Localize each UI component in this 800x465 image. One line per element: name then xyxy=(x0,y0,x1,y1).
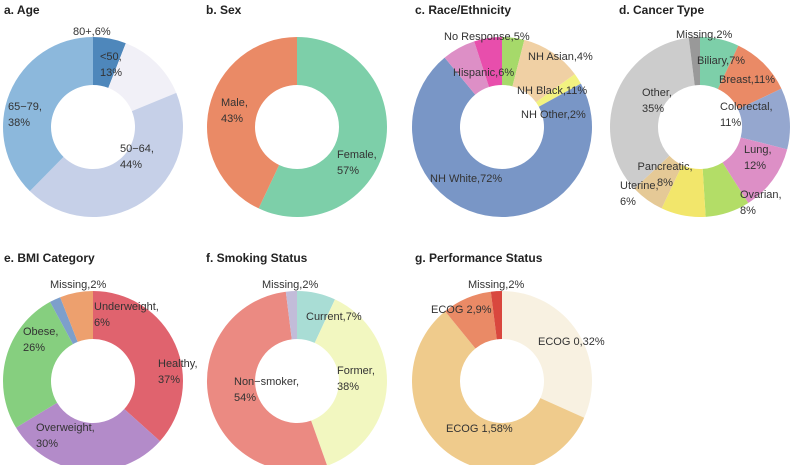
slice-label: Missing,2% xyxy=(262,279,318,291)
slice-ovarian xyxy=(702,162,749,217)
slice-label: NH Other,2% xyxy=(521,109,586,121)
slice-label: Non−smoker, 54% xyxy=(234,376,299,404)
slice-breast xyxy=(717,45,782,110)
slice-other xyxy=(609,37,695,189)
slice-healthy xyxy=(93,291,183,442)
slice-label: Male, 43% xyxy=(221,97,248,125)
slice-hispanic xyxy=(444,41,490,95)
slice-missing xyxy=(490,291,502,340)
slice-current xyxy=(297,290,335,343)
slice-label: ECOG 0,32% xyxy=(538,336,605,348)
slice-label: ECOG 1,58% xyxy=(446,423,513,435)
slice-label: Ovarian, 8% xyxy=(740,189,782,217)
slice-nh-black xyxy=(512,39,575,103)
slice-pancreatic xyxy=(661,165,706,217)
slice-label: Female, 57% xyxy=(337,149,377,177)
slice-label: Underweight, 6% xyxy=(94,301,159,329)
slice-label: ECOG 2,9% xyxy=(431,304,492,316)
slice-label: <50, 13% xyxy=(100,51,122,79)
slice-ecog-0 xyxy=(502,291,592,418)
chart-title: d. Cancer Type xyxy=(619,3,704,17)
slice-label: Pancreatic, 8% xyxy=(637,161,692,189)
slice-label: No Response,5% xyxy=(444,31,530,43)
slice-label: 65−79, 38% xyxy=(8,101,42,129)
donut-chart-5: e. BMI Category Healthy, 37% Overweight, 30%… xyxy=(3,251,198,465)
slice-label: Biliary,7% xyxy=(697,55,745,67)
slice-label: Former, 38% xyxy=(337,365,375,393)
slice-label: Overweight, 30% xyxy=(36,422,95,450)
slice-missing xyxy=(50,297,78,345)
slice-label: Obese, 26% xyxy=(23,326,58,354)
slice-label: Hispanic,6% xyxy=(453,67,514,79)
slice-missing xyxy=(285,291,297,340)
slice-underweight xyxy=(60,291,93,342)
slice-overweight xyxy=(16,402,161,465)
slice-label: Missing,2% xyxy=(50,279,106,291)
slice-label: 80+,6% xyxy=(73,26,111,38)
donut-chart-1: a. Age 80+,6% <50, 13% 50−64, 44% 65−79, 38% xyxy=(3,3,183,217)
slice-80 xyxy=(93,37,126,88)
slice-label: Other, 35% xyxy=(642,87,672,115)
slice-biliary xyxy=(700,37,739,89)
slice-label: NH Asian,4% xyxy=(528,51,593,63)
slice-label: NH Black,11% xyxy=(517,85,587,97)
slice-uterine xyxy=(634,155,683,209)
donut-chart-2: b. Sex Female, 57% Male, 43% xyxy=(206,3,388,217)
chart-title: e. BMI Category xyxy=(4,251,95,265)
slice-label: Current,7% xyxy=(306,311,362,323)
slice-female xyxy=(258,37,388,217)
slice-lung xyxy=(722,137,788,203)
slice-50 xyxy=(108,43,177,112)
slice-50-64 xyxy=(29,92,183,217)
slice-male xyxy=(207,37,297,209)
slice-label: Missing,2% xyxy=(468,279,524,291)
chart-title: g. Performance Status xyxy=(415,251,543,265)
slice-colorectal xyxy=(738,88,790,150)
donut-chart-6: f. Smoking Status Current,7% Former, 38% Non… xyxy=(206,251,387,465)
slice-label: Lung, 12% xyxy=(744,144,772,172)
slice-label: Healthy, 37% xyxy=(158,358,198,386)
slice-65-79 xyxy=(3,37,94,192)
slice-label: Missing,2% xyxy=(676,29,732,41)
slice-former xyxy=(311,299,387,465)
slice-label: NH White,72% xyxy=(430,173,502,185)
slice-label: 50−64, 44% xyxy=(120,143,154,171)
slice-nh-other xyxy=(535,74,581,107)
donut-chart-4: d. Cancer Type Biliary,7% Breast,11% Colore… xyxy=(609,3,790,217)
chart-title: c. Race/Ethnicity xyxy=(415,3,511,17)
slice-ecog-2 xyxy=(445,291,497,349)
chart-title: b. Sex xyxy=(206,3,242,17)
slice-missing xyxy=(688,37,700,86)
slice-label: Uterine, 6% xyxy=(620,180,659,208)
slice-non-smoker xyxy=(206,291,327,465)
slice-no-response xyxy=(474,36,502,88)
slice-nh-asian xyxy=(502,37,525,87)
slice-label: Colorectal, 11% xyxy=(720,101,773,129)
chart-title: f. Smoking Status xyxy=(206,251,308,265)
slice-nh-white xyxy=(412,57,593,217)
chart-title: a. Age xyxy=(4,3,40,17)
donut-chart-3: c. Race/Ethnicity NH Asian,4% NH Black,11%… xyxy=(412,3,593,217)
donut-chart-7: g. Performance Status ECOG 0,32% ECOG 1,58… xyxy=(412,251,605,465)
slice-ecog-1 xyxy=(412,311,585,465)
slice-label: Breast,11% xyxy=(719,74,775,86)
slice-obese xyxy=(3,301,73,428)
